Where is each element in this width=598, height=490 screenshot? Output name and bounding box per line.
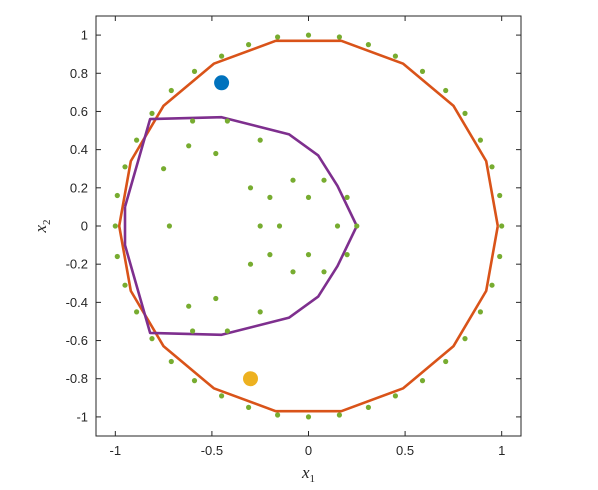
- series-2-point: [161, 166, 167, 172]
- x-axis-label-subscript: 1: [310, 473, 316, 485]
- series-2-point: [247, 261, 254, 267]
- y-axis-label-main: x: [31, 225, 50, 234]
- series-2-point: [334, 223, 341, 229]
- x-tick-label: -1: [110, 443, 122, 458]
- series-0-line: [117, 39, 500, 413]
- series-2-point: [419, 378, 426, 384]
- axes-box: [95, 15, 522, 437]
- series-2-point: [305, 32, 312, 38]
- series-2-point: [392, 53, 398, 59]
- series-2-point: [247, 185, 254, 191]
- series-2-point: [219, 393, 225, 399]
- x-tick-label: 1: [498, 443, 505, 458]
- series-2-point: [290, 269, 296, 275]
- series-2-point: [419, 68, 426, 74]
- x-tick-label: -0.5: [201, 443, 223, 458]
- y-tick-label: -0.4: [66, 295, 88, 310]
- series-2-point: [336, 34, 342, 40]
- series-2-point: [275, 34, 281, 40]
- series-2-point: [257, 223, 263, 229]
- series-2-point: [186, 303, 192, 309]
- x-tick-label: 0.5: [396, 443, 414, 458]
- series-2-point: [305, 252, 312, 258]
- y-axis-label: x2: [31, 219, 53, 233]
- y-tick-label: -0.8: [66, 371, 88, 386]
- series-2-point: [112, 223, 118, 229]
- series-2-point: [134, 137, 140, 143]
- y-tick-label: -0.2: [66, 257, 88, 272]
- series-2-point: [219, 53, 225, 59]
- y-tick-label: -1: [76, 409, 88, 424]
- series-2-point: [224, 328, 230, 334]
- series-2-point: [365, 42, 371, 48]
- series-2-point: [499, 223, 505, 229]
- series-2-point: [462, 336, 468, 342]
- series-2-point: [321, 177, 327, 183]
- series-2-point: [305, 414, 312, 420]
- series-layer: [112, 32, 505, 420]
- series-2-point: [213, 295, 219, 302]
- series-2-point: [191, 68, 198, 74]
- series-2-point: [443, 358, 449, 365]
- series-2-point: [149, 110, 155, 116]
- series-2-point: [267, 252, 273, 258]
- series-2-point: [344, 194, 350, 200]
- y-tick-label: -0.6: [66, 333, 88, 348]
- series-3-point: [214, 75, 230, 91]
- series-2-point: [149, 336, 155, 342]
- series-2-point: [392, 393, 398, 399]
- series-2-point: [114, 192, 120, 199]
- series-2-point: [290, 177, 296, 183]
- x-tick-label: 0: [305, 443, 312, 458]
- ticks-layer: -1 -0.5 0 0.5 1 1 0.8 0.6 0.4 0.2 0 -0.2 -0.4 -0.6 -0.…: [66, 16, 521, 458]
- series-2-point: [190, 328, 196, 334]
- series-2-point: [344, 252, 350, 258]
- series-2-point: [257, 137, 263, 143]
- x-axis-label: x1: [301, 463, 315, 485]
- series-2-point: [354, 223, 360, 229]
- series-2-point: [443, 87, 449, 94]
- series-2-point: [497, 192, 503, 199]
- series-2-point: [365, 404, 371, 410]
- series-2-point: [321, 269, 327, 275]
- series-2-point: [122, 164, 128, 170]
- series-2-point: [224, 118, 230, 124]
- series-2-point: [190, 118, 196, 124]
- series-2-point: [497, 253, 503, 260]
- series-2-point: [213, 150, 219, 157]
- series-1-line: [123, 115, 359, 337]
- series-2-point: [336, 412, 342, 418]
- series-2-point: [489, 282, 495, 288]
- y-tick-label: 1: [81, 28, 88, 43]
- series-2-point: [257, 309, 263, 315]
- series-2-point: [134, 309, 140, 315]
- y-axis-label-subscript: 2: [41, 219, 53, 225]
- y-tick-label: 0.4: [70, 142, 88, 157]
- series-2-point: [191, 378, 198, 384]
- series-2-point: [489, 164, 495, 170]
- y-tick-label: 0: [81, 219, 88, 234]
- y-tick-label: 0.2: [70, 180, 88, 195]
- series-2-point: [114, 253, 120, 260]
- series-2-point: [246, 42, 252, 48]
- series-2-point: [477, 137, 483, 143]
- y-tick-label: 0.6: [70, 104, 88, 119]
- series-2-point: [276, 223, 283, 229]
- series-4-point: [243, 371, 258, 387]
- series-2-point: [168, 87, 174, 94]
- series-2-point: [186, 143, 192, 149]
- series-2-point: [477, 309, 483, 315]
- series-2-point: [166, 223, 172, 229]
- series-2-point: [168, 358, 174, 365]
- series-2-point: [122, 282, 128, 288]
- series-2-point: [305, 194, 312, 200]
- y-tick-label: 0.8: [70, 66, 88, 81]
- series-2-point: [275, 412, 281, 418]
- x-axis-label-main: x: [301, 463, 310, 482]
- series-2-point: [246, 404, 252, 410]
- series-2-point: [267, 194, 273, 200]
- series-2-point: [462, 110, 468, 116]
